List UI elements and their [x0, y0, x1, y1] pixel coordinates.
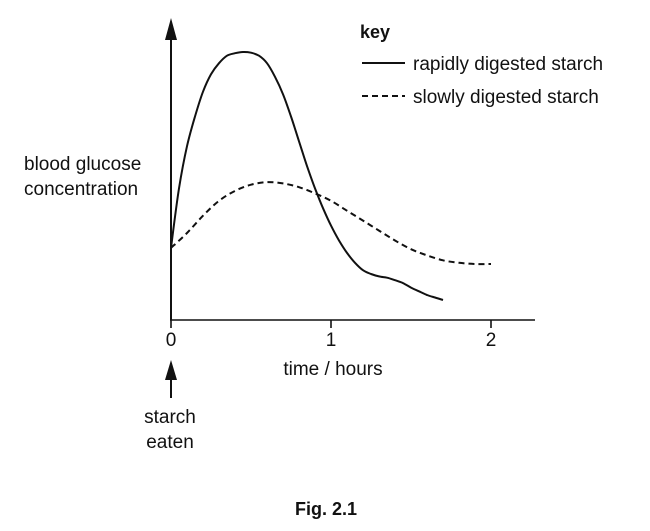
y-axis-arrow-icon — [165, 18, 177, 40]
legend-label-rapid: rapidly digested starch — [413, 54, 603, 75]
y-axis-label-line-1: blood glucose — [24, 154, 141, 175]
y-axis-label-line-2: concentration — [24, 179, 138, 200]
annotation-line-2: eaten — [146, 432, 194, 453]
x-tick-label: 0 — [166, 330, 177, 351]
series-layer — [170, 50, 492, 301]
legend-title: key — [360, 22, 390, 42]
annotation-line-1: starch — [144, 407, 196, 428]
legend-label-slow: slowly digested starch — [413, 87, 599, 108]
series-line-rapidly-digested — [170, 50, 444, 301]
starch-eaten-arrow-icon — [165, 360, 177, 380]
x-tick-labels: 0 1 2 — [166, 330, 497, 351]
x-tick-marks — [170, 320, 492, 328]
figure-caption: Fig. 2.1 — [295, 499, 357, 519]
legend: key rapidly digested starch slowly diges… — [360, 22, 603, 108]
series-line-slowly-digested — [170, 181, 492, 266]
x-axis-label: time / hours — [283, 359, 382, 380]
x-tick-label: 1 — [326, 330, 337, 351]
x-tick-label: 2 — [486, 330, 497, 351]
